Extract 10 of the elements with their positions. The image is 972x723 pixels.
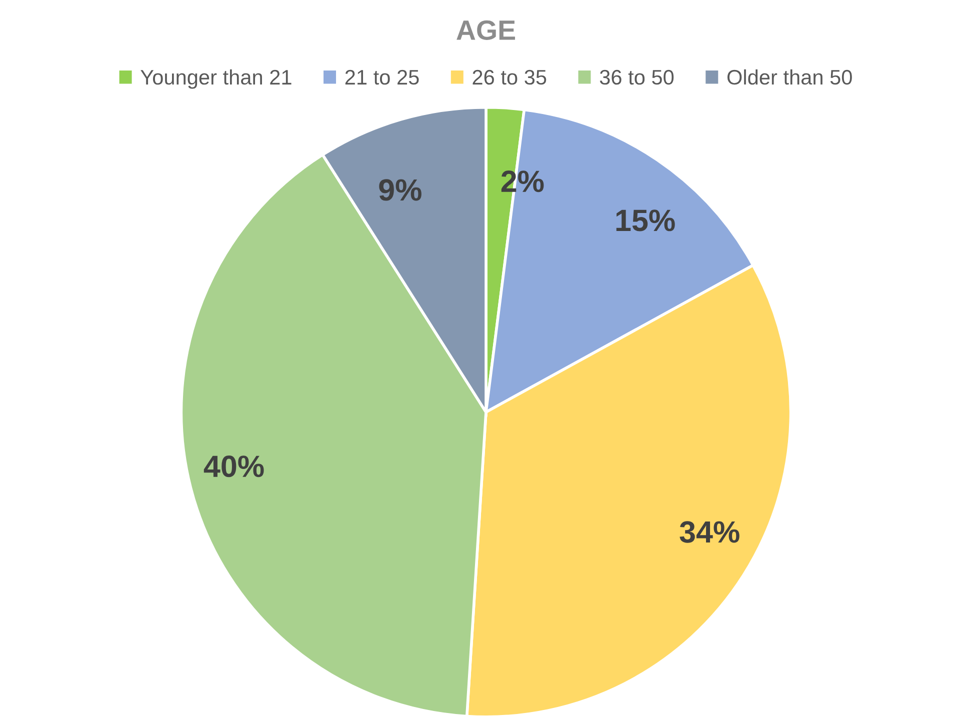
- legend-label: Older than 50: [727, 69, 852, 85]
- data-label: 9%: [379, 179, 422, 201]
- legend-label: Younger than 21: [140, 69, 292, 89]
- legend-label: 26 to 35: [472, 70, 546, 85]
- legend-label: 36 to 50: [600, 70, 674, 85]
- chart-title: AGE: [456, 20, 516, 40]
- data-label: 40%: [204, 456, 264, 478]
- data-label: 34%: [680, 521, 740, 543]
- legend-label: 21 to 25: [345, 70, 419, 85]
- data-label: 15%: [616, 210, 675, 232]
